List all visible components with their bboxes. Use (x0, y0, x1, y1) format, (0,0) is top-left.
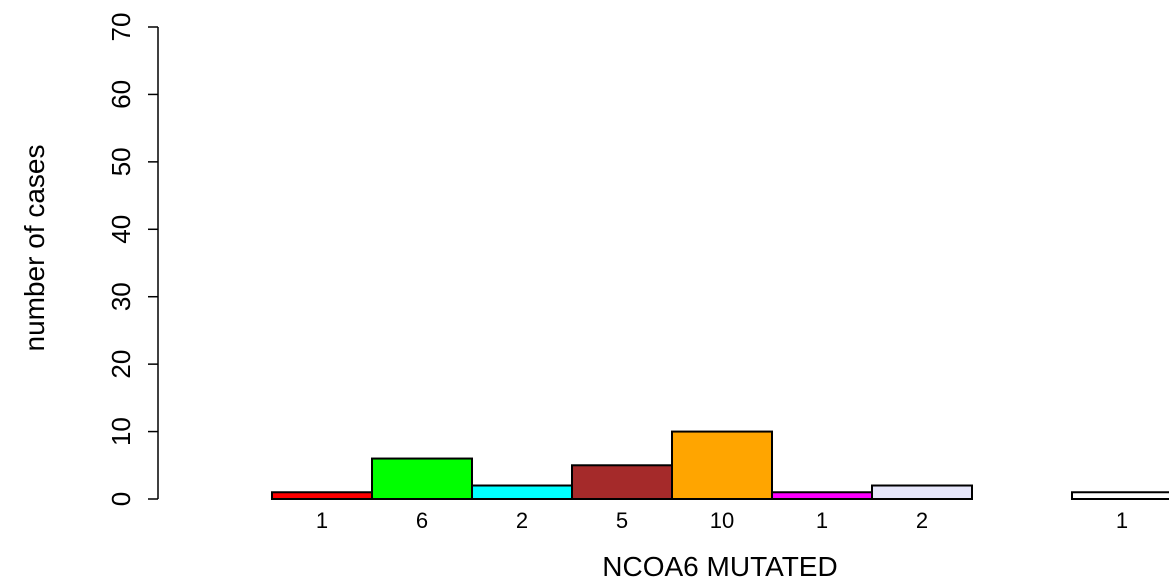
bar-value-label: 1 (1116, 508, 1128, 533)
bar-value-label: 10 (710, 508, 734, 533)
y-tick-label: 20 (106, 350, 136, 379)
y-tick-label: 0 (106, 492, 136, 506)
bar (471, 484, 573, 500)
bar (271, 491, 373, 500)
bar (771, 491, 873, 500)
x-axis-title: NCOA6 MUTATED (602, 551, 837, 582)
y-tick-label: 50 (106, 147, 136, 176)
bar (371, 457, 473, 500)
bar-value-label: 6 (416, 508, 428, 533)
y-axis: 0 10 20 30 40 50 60 70 (106, 13, 159, 506)
y-tick-label: 40 (106, 215, 136, 244)
bar-value-label: 2 (516, 508, 528, 533)
bar-value-label: 2 (916, 508, 928, 533)
bar (571, 464, 673, 500)
y-tick-label: 10 (106, 417, 136, 446)
bar-labels: 1 6 2 5 10 1 2 1 (316, 508, 1128, 533)
bar (671, 430, 773, 501)
y-axis-title: number of cases (19, 145, 50, 352)
y-tick-label: 30 (106, 282, 136, 311)
bar (1071, 491, 1169, 500)
bar-value-label: 1 (316, 508, 328, 533)
y-tick-label: 70 (106, 13, 136, 42)
bar-value-label: 5 (616, 508, 628, 533)
bars (271, 430, 1169, 501)
bar-value-label: 1 (816, 508, 828, 533)
bar (871, 484, 973, 500)
y-tick-label: 60 (106, 80, 136, 109)
